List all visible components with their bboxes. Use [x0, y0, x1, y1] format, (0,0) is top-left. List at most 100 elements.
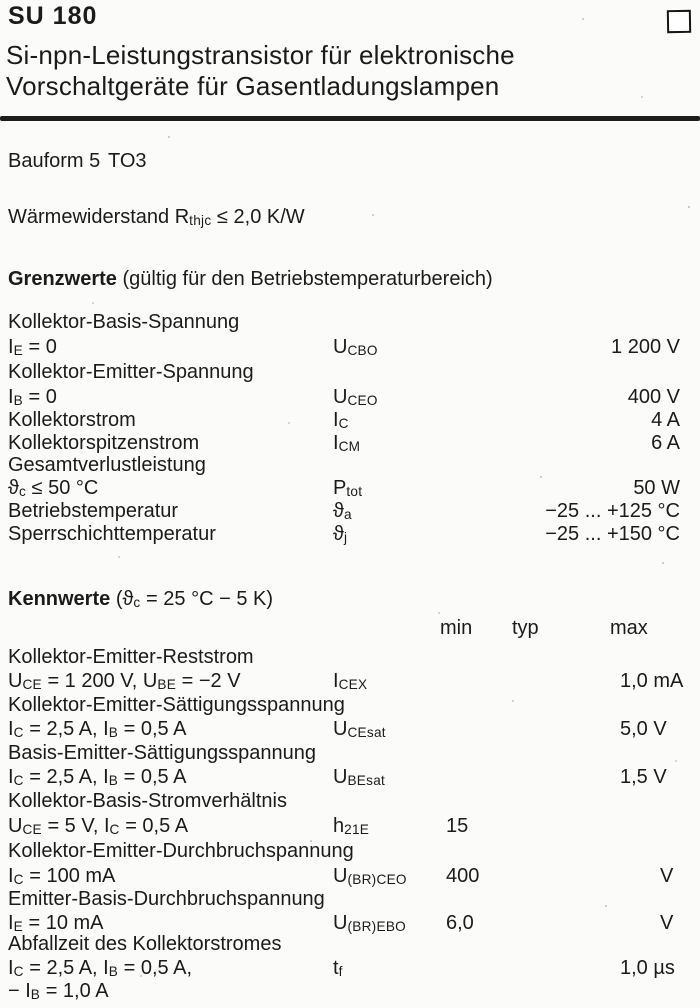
param-conditions: IE = 0: [8, 336, 57, 358]
param-unit: V: [660, 865, 674, 887]
param-value: 4 A: [651, 409, 680, 431]
param-conditions: IE = 10 mA: [8, 912, 104, 934]
scan-noise: [0, 0, 2, 2]
param-name: Kollektor-Basis-Spannung: [8, 311, 240, 333]
param-value: 400 V: [627, 386, 680, 408]
param-value: 1 200 V: [611, 336, 680, 358]
page-title: SU 180: [8, 2, 98, 30]
param-name: Basis-Emitter-Sättigungsspannung: [8, 742, 316, 764]
column-header-row: min typ max: [0, 617, 700, 641]
param-name: Abfallzeit des Kollektorstromes: [8, 933, 282, 955]
thermal-resistance-text: Wärmewiderstand Rthjc ≤ 2,0 K/W: [8, 206, 305, 228]
param-name: Gesamtverlustleistung: [8, 454, 206, 476]
param-symbol: Ptot: [333, 477, 363, 499]
table-row: Gesamtverlustleistung: [0, 454, 700, 478]
table-row: IC = 100 mA U(BR)CEO 400 V: [0, 865, 700, 889]
param-symbol: UCBO: [333, 336, 378, 358]
table-row: ϑc ≤ 50 °C Ptot 50 W: [0, 477, 700, 501]
param-value-min: 6,0: [446, 912, 474, 934]
table-row: Kollektor-Basis-Spannung: [0, 311, 700, 335]
table-row: UCE = 5 V, IC = 0,5 A h21E 15: [0, 815, 700, 839]
table-row: Emitter-Basis-Durchbruchspannung: [0, 888, 700, 912]
table-row: Abfallzeit des Kollektorstromes: [0, 933, 700, 957]
param-value-min: 400: [446, 865, 480, 887]
param-conditions: IC = 100 mA: [8, 865, 116, 887]
param-name: Kollektor-Basis-Stromverhältnis: [8, 790, 287, 812]
param-name: Kollektorspitzenstrom: [8, 432, 200, 454]
divider-rule: [0, 116, 700, 121]
param-value-max: 5,0 V: [620, 718, 667, 740]
param-value-max: 1,0 µs: [620, 957, 675, 979]
param-conditions: IC = 2,5 A, IB = 0,5 A: [8, 718, 187, 740]
param-symbol: UCEO: [333, 386, 378, 408]
param-symbol: IC: [333, 409, 349, 431]
section-title: Grenzwerte: [8, 268, 117, 290]
table-row: Kollektor-Emitter-Spannung: [0, 361, 700, 385]
param-symbol: tf: [333, 957, 343, 979]
table-row: Betriebstemperatur ϑa −25 ... +125 °C: [0, 500, 700, 524]
table-row: UCE = 1 200 V, UBE = −2 V ICEX 1,0 mA: [0, 670, 700, 694]
param-symbol: ICM: [333, 432, 361, 454]
column-header-typ: typ: [512, 617, 539, 639]
param-name: Kollektor-Emitter-Durchbruchspannung: [8, 840, 354, 862]
param-name: Kollektorstrom: [8, 409, 136, 431]
param-symbol: U(BR)EBO: [333, 912, 407, 934]
param-conditions: − IB = 1,0 A: [8, 980, 109, 1002]
param-conditions: UCE = 1 200 V, UBE = −2 V: [8, 670, 241, 692]
package-line: Bauform 5 TO3: [0, 150, 700, 174]
param-value-max: 1,5 V: [620, 766, 667, 788]
param-value: 6 A: [651, 432, 680, 454]
param-symbol: U(BR)CEO: [333, 865, 407, 887]
section-note: (ϑc = 25 °C − 5 K): [115, 588, 274, 610]
table-row: IE = 10 mA U(BR)EBO 6,0 V: [0, 912, 700, 936]
table-row: Sperrschichttemperatur ϑj −25 ... +150 °…: [0, 523, 700, 547]
param-value: 50 W: [633, 477, 680, 499]
param-value: −25 ... +125 °C: [545, 500, 680, 522]
package-label: Bauform 5: [8, 150, 101, 172]
table-row: Kollektor-Emitter-Reststrom: [0, 646, 700, 670]
column-header-max: max: [610, 617, 648, 639]
param-conditions: IC = 2,5 A, IB = 0,5 A: [8, 766, 187, 788]
table-row: Kollektor-Emitter-Sättigungsspannung: [0, 694, 700, 718]
param-conditions: IB = 0: [8, 386, 57, 408]
table-row: − IB = 1,0 A: [0, 980, 700, 1004]
table-row: IC = 2,5 A, IB = 0,5 A UBEsat 1,5 V: [0, 766, 700, 790]
device-description: Si-npn-Leistungstransistor für elektroni…: [6, 40, 515, 102]
param-name: Betriebstemperatur: [8, 500, 179, 522]
param-symbol: ϑa: [333, 500, 352, 522]
description-line-1: Si-npn-Leistungstransistor für elektroni…: [6, 40, 515, 70]
column-header-min: min: [440, 617, 473, 639]
param-name: Sperrschichttemperatur: [8, 523, 216, 545]
param-name: Kollektor-Emitter-Sättigungsspannung: [8, 694, 345, 716]
table-row: IC = 2,5 A, IB = 0,5 A, tf 1,0 µs: [0, 957, 700, 981]
param-unit: V: [660, 912, 674, 934]
param-conditions: UCE = 5 V, IC = 0,5 A: [8, 815, 189, 837]
package-type: TO3: [108, 150, 147, 172]
param-conditions: IC = 2,5 A, IB = 0,5 A,: [8, 957, 193, 979]
param-value-min: 15: [446, 815, 469, 837]
kennwerte-heading: Kennwerte (ϑc = 25 °C − 5 K): [0, 588, 700, 612]
param-symbol: ICEX: [333, 670, 368, 692]
grenzwerte-heading: Grenzwerte (gültig für den Betriebstempe…: [0, 268, 700, 292]
section-title: Kennwerte: [8, 588, 111, 610]
table-row: IC = 2,5 A, IB = 0,5 A UCEsat 5,0 V: [0, 718, 700, 742]
description-line-2: Vorschaltgeräte für Gasentladungslampen: [6, 71, 500, 101]
table-row: IE = 0 UCBO 1 200 V: [0, 336, 700, 360]
param-name: Emitter-Basis-Durchbruchspannung: [8, 888, 325, 910]
table-row: IB = 0 UCEO 400 V: [0, 386, 700, 410]
thermal-resistance-line: Wärmewiderstand Rthjc ≤ 2,0 K/W: [0, 206, 700, 230]
param-value-max: 1,0 mA: [620, 670, 684, 692]
param-name: Kollektor-Emitter-Spannung: [8, 361, 254, 383]
param-symbol: UBEsat: [333, 766, 386, 788]
outlined-square-icon: [666, 9, 692, 34]
section-note: (gültig für den Betriebstemperaturbereic…: [122, 268, 493, 290]
table-row: Kollektorspitzenstrom ICM 6 A: [0, 432, 700, 456]
param-value: −25 ... +150 °C: [545, 523, 680, 545]
table-row: Kollektor-Emitter-Durchbruchspannung: [0, 840, 700, 864]
param-symbol: ϑj: [333, 523, 348, 545]
param-symbol: h21E: [333, 815, 370, 837]
table-row: Kollektorstrom IC 4 A: [0, 409, 700, 433]
param-conditions: ϑc ≤ 50 °C: [8, 477, 99, 499]
table-row: Basis-Emitter-Sättigungsspannung: [0, 742, 700, 766]
